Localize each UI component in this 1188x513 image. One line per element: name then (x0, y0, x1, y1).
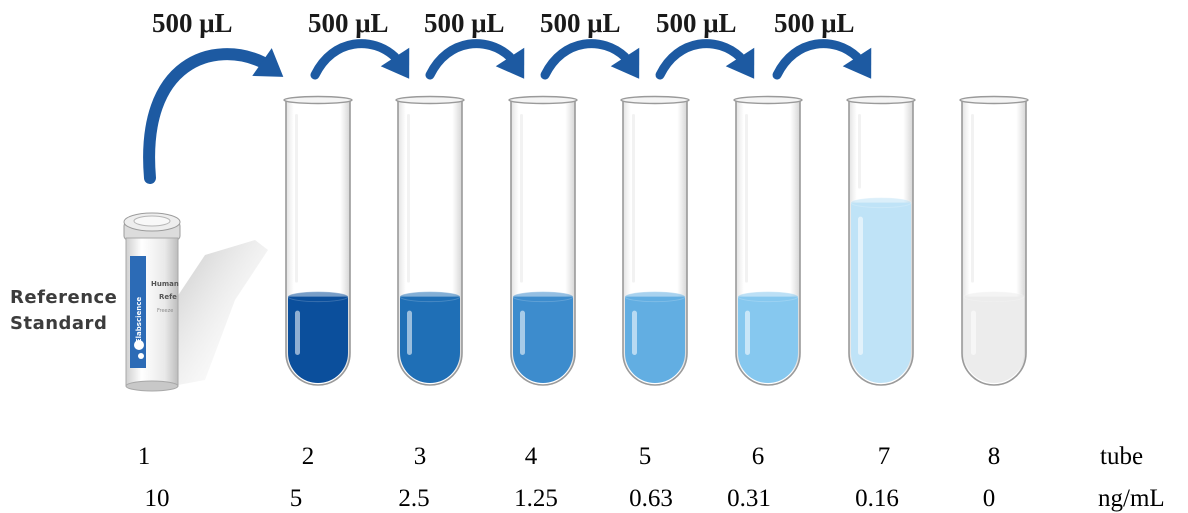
vial-shadow (175, 240, 268, 385)
test-tube-3 (395, 95, 465, 386)
vial-label-line2: Refe (159, 293, 177, 301)
tube-rim (283, 95, 353, 105)
tube-rim (846, 95, 916, 105)
tube-number-7: 7 (877, 443, 891, 470)
tube-liquid-7 (851, 202, 911, 383)
tube-number-4: 4 (524, 443, 538, 470)
tube-rim (620, 95, 690, 105)
vial-logo-icon (134, 340, 144, 350)
transfer-label-6: 500 μL (774, 8, 855, 38)
concentration-1: 10 (144, 485, 170, 512)
test-tube-5 (620, 95, 690, 386)
vial-brand: Elabscience (135, 297, 143, 344)
reference-label-line2: Standard (10, 313, 108, 334)
transfer-label-3: 500 μL (424, 8, 505, 38)
concentration-4: 1.25 (514, 485, 558, 512)
concentration-5: 0.63 (629, 485, 673, 512)
test-tube-2 (283, 95, 353, 386)
concentration-3: 2.5 (398, 485, 430, 512)
tube-liquid-6 (738, 296, 798, 383)
concentration-6: 0.31 (727, 485, 771, 512)
test-tube-4 (508, 95, 578, 386)
reference-label-line1: Reference (10, 287, 118, 308)
transfer-arrow-1 (143, 48, 284, 184)
vial-brand-strip (130, 256, 146, 368)
concentration-2: 5 (289, 485, 303, 512)
tube-rim (508, 95, 578, 105)
vial-label-line3: Freeze (157, 308, 173, 314)
tube-number-5: 5 (638, 443, 652, 470)
transfer-arrow-6 (772, 39, 872, 80)
transfer-label-2: 500 μL (308, 8, 389, 38)
concentration-unit: ng/mL (1098, 485, 1165, 512)
concentration-7: 0.16 (855, 485, 899, 512)
tube-number-3: 3 (413, 443, 427, 470)
transfer-arrow-5 (655, 39, 755, 80)
tube-liquid-8 (964, 296, 1024, 383)
transfer-label-5: 500 μL (656, 8, 737, 38)
tube-number-8: 8 (987, 443, 1001, 470)
tube-number-2: 2 (301, 443, 315, 470)
transfer-arrow-4 (540, 39, 640, 80)
vial-label-line1: Human (151, 280, 179, 288)
transfer-arrow-2 (310, 39, 410, 80)
tube-liquid-4 (513, 296, 573, 383)
test-tube-6 (733, 95, 803, 386)
tube-rim (733, 95, 803, 105)
transfer-label-4: 500 μL (540, 8, 621, 38)
tube-number-6: 6 (751, 443, 765, 470)
reference-vial: Elabscience Human Refe Freeze (123, 212, 181, 392)
tube-rim (959, 95, 1029, 105)
test-tube-8 (959, 95, 1029, 386)
tube-rim (395, 95, 465, 105)
tube-liquid-2 (288, 296, 348, 383)
tube-liquid-5 (625, 296, 685, 383)
transfer-label-1: 500 μL (152, 8, 233, 38)
concentration-8: 0 (982, 485, 996, 512)
tube-number-1: 1 (137, 443, 151, 470)
transfer-arrow-3 (425, 39, 525, 80)
test-tube-7 (846, 95, 916, 386)
tube-row-label: tube (1100, 443, 1144, 470)
tube-liquid-3 (400, 296, 460, 383)
